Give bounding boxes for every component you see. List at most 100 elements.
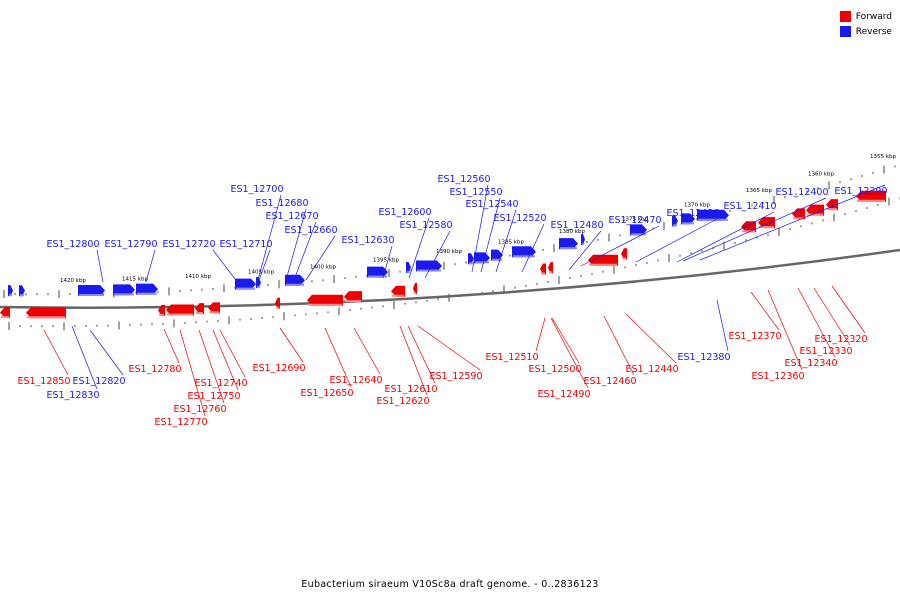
- reverse-gene-arrow[interactable]: [78, 285, 105, 297]
- gene-label[interactable]: ES1_12460: [583, 376, 636, 387]
- reverse-gene-arrow[interactable]: [491, 249, 503, 261]
- ruler-label: 1390 kbp: [436, 249, 462, 255]
- gene-glyphs: [0, 190, 886, 319]
- gene-label[interactable]: ES1_12740: [194, 378, 247, 389]
- gene-label[interactable]: ES1_12800: [46, 239, 99, 250]
- reverse-gene-arrow[interactable]: [113, 284, 135, 296]
- gene-label[interactable]: ES1_12400: [775, 187, 828, 198]
- gene-label[interactable]: ES1_12500: [528, 364, 581, 375]
- forward-gene-arrow[interactable]: [588, 254, 618, 266]
- gene-label[interactable]: ES1_12590: [429, 371, 482, 382]
- gene-shadow: [27, 316, 65, 319]
- gene-label[interactable]: ES1_12640: [329, 375, 382, 386]
- forward-gene-arrow[interactable]: [275, 297, 280, 309]
- gene-label[interactable]: ES1_12690: [252, 363, 305, 374]
- gene-label[interactable]: ES1_12670: [265, 211, 318, 222]
- gene-label[interactable]: ES1_12770: [154, 417, 207, 428]
- legend-reverse-label: Reverse: [855, 26, 892, 37]
- reverse-gene-arrow[interactable]: [697, 209, 729, 221]
- gene-label[interactable]: ES1_12610: [384, 384, 437, 395]
- gene-shadow: [137, 292, 157, 295]
- gene-label[interactable]: ES1_12620: [376, 396, 429, 407]
- gene-label[interactable]: ES1_12760: [173, 404, 226, 415]
- forward-gene-arrow[interactable]: [208, 302, 220, 314]
- reverse-gene-arrow[interactable]: [8, 285, 13, 297]
- reverse-gene-arrow[interactable]: [630, 224, 647, 236]
- reverse-gene-arrow[interactable]: [416, 260, 442, 272]
- reverse-gene-arrow[interactable]: [474, 252, 490, 264]
- reverse-gene-arrow[interactable]: [581, 234, 585, 246]
- forward-gene-arrow[interactable]: [806, 204, 824, 216]
- reverse-gene-arrow[interactable]: [672, 215, 678, 227]
- gene-label[interactable]: ES1_12790: [104, 239, 157, 250]
- gene-label[interactable]: ES1_12340: [784, 358, 837, 369]
- reverse-gene-arrow[interactable]: [285, 274, 305, 286]
- leader-line: [179, 329, 206, 417]
- gene-label[interactable]: ES1_12850: [17, 376, 70, 387]
- reverse-gene-arrow[interactable]: [406, 261, 411, 273]
- gene-label[interactable]: ES1_12410: [723, 201, 776, 212]
- gene-label[interactable]: ES1_12380: [677, 352, 730, 363]
- gene-label[interactable]: ES1_12830: [46, 390, 99, 401]
- reverse-gene-arrow[interactable]: [235, 278, 256, 290]
- reverse-gene-arrow[interactable]: [19, 285, 25, 297]
- gene-shadow: [622, 257, 626, 260]
- ruler-label: 1360 kbp: [808, 172, 834, 178]
- forward-gene-arrow[interactable]: [0, 307, 10, 318]
- gene-label[interactable]: ES1_12580: [399, 220, 452, 231]
- gene-label[interactable]: ES1_12560: [437, 174, 490, 185]
- gene-label[interactable]: ES1_12440: [625, 364, 678, 375]
- gene-label[interactable]: ES1_12780: [128, 364, 181, 375]
- forward-gene-arrow[interactable]: [26, 307, 66, 319]
- gene-label[interactable]: ES1_12820: [72, 376, 125, 387]
- gene-label[interactable]: ES1_12470: [608, 215, 661, 226]
- gene-label[interactable]: ES1_12520: [493, 213, 546, 224]
- legend-forward: Forward: [839, 9, 892, 24]
- forward-gene-arrow[interactable]: [792, 208, 805, 220]
- forward-gene-arrow[interactable]: [413, 282, 417, 294]
- forward-gene-arrow[interactable]: [307, 294, 343, 306]
- gene-label[interactable]: ES1_12370: [728, 331, 781, 342]
- gene-label[interactable]: ES1_12750: [187, 391, 240, 402]
- gene-label[interactable]: ES1_12680: [255, 198, 308, 209]
- forward-gene-arrow[interactable]: [158, 304, 165, 316]
- reverse-gene-arrow[interactable]: [367, 266, 388, 278]
- gene-label[interactable]: ES1_12360: [751, 371, 804, 382]
- gene-label[interactable]: ES1_12710: [219, 239, 272, 250]
- gene-label[interactable]: ES1_12330: [799, 346, 852, 357]
- forward-gene-arrow[interactable]: [621, 248, 627, 260]
- gene-label[interactable]: ES1_12490: [537, 389, 590, 400]
- gene-shadow: [549, 271, 552, 274]
- forward-gene-arrow[interactable]: [548, 262, 553, 274]
- forward-gene-arrow[interactable]: [391, 285, 405, 297]
- leader-line: [324, 327, 352, 388]
- gene-label[interactable]: ES1_12550: [449, 187, 502, 198]
- forward-gene-arrow[interactable]: [166, 304, 194, 316]
- gene-label[interactable]: ES1_12320: [814, 334, 867, 345]
- gene-label[interactable]: ES1_12390: [834, 186, 887, 197]
- gene-label[interactable]: ES1_12480: [550, 220, 603, 231]
- gene-label[interactable]: ES1_12430: [666, 208, 719, 219]
- gene-label[interactable]: ES1_12650: [300, 388, 353, 399]
- gene-label[interactable]: ES1_12720: [162, 239, 215, 250]
- gene-label[interactable]: ES1_12540: [465, 199, 518, 210]
- gene-labels: ES1_12800 ES1_12790 ES1_12720 ES1_12710 ES1_…: [17, 174, 887, 428]
- forward-gene-arrow[interactable]: [540, 263, 546, 275]
- forward-gene-arrow[interactable]: [741, 221, 756, 233]
- reverse-gene-arrow[interactable]: [559, 238, 578, 250]
- reverse-gene-arrow[interactable]: [468, 253, 474, 265]
- forward-gene-arrow[interactable]: [344, 291, 362, 303]
- gene-label[interactable]: ES1_12630: [341, 235, 394, 246]
- leader-line: [219, 329, 246, 378]
- gene-label[interactable]: ES1_12600: [378, 207, 431, 218]
- ruler-label: 1405 kbp: [248, 270, 274, 276]
- gene-label[interactable]: ES1_12700: [230, 184, 283, 195]
- ruler-label: 1370 kbp: [684, 203, 710, 209]
- reverse-gene-arrow[interactable]: [681, 213, 695, 225]
- gene-shadow: [392, 294, 404, 297]
- forward-gene-arrow[interactable]: [195, 303, 204, 315]
- reverse-gene-arrow[interactable]: [136, 283, 158, 295]
- gene-label[interactable]: ES1_12510: [485, 352, 538, 363]
- forward-gene-arrow[interactable]: [758, 217, 775, 229]
- gene-label[interactable]: ES1_12660: [284, 225, 337, 236]
